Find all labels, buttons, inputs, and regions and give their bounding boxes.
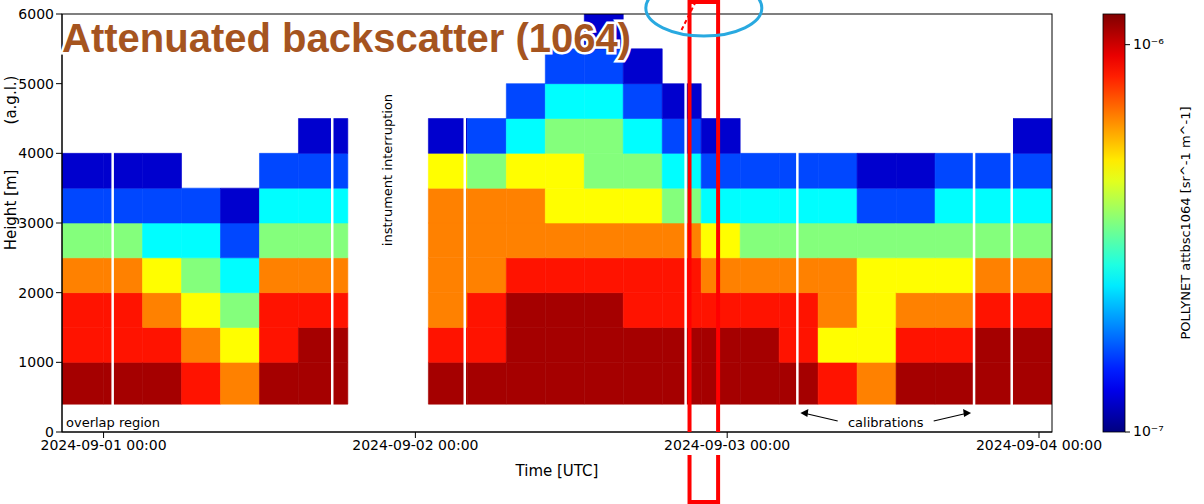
svg-text:Height [m]: Height [m]	[2, 170, 20, 251]
svg-text:instrument interruption: instrument interruption	[380, 94, 395, 246]
svg-text:10⁻⁶: 10⁻⁶	[1133, 36, 1164, 52]
svg-text:2024-09-01 00:00: 2024-09-01 00:00	[40, 437, 166, 453]
svg-text:2024-09-04 00:00: 2024-09-04 00:00	[976, 437, 1102, 453]
svg-text:Time [UTC]: Time [UTC]	[515, 462, 599, 480]
svg-text:0: 0	[45, 424, 54, 440]
svg-text:10⁻⁷: 10⁻⁷	[1133, 423, 1164, 439]
svg-text:(a.g.l.): (a.g.l.)	[2, 76, 20, 125]
svg-text:1000: 1000	[18, 354, 54, 370]
svg-text:4000: 4000	[18, 145, 54, 161]
svg-text:6000: 6000	[18, 6, 54, 22]
svg-text:5000: 5000	[18, 76, 54, 92]
svg-text:overlap region: overlap region	[66, 415, 160, 430]
svg-text:calibrations: calibrations	[848, 415, 924, 430]
svg-text:2024-09-03 00:00: 2024-09-03 00:00	[664, 437, 790, 453]
svg-text:Attenuated backscatter (1064): Attenuated backscatter (1064)	[62, 16, 631, 60]
svg-text:2024-09-02 00:00: 2024-09-02 00:00	[352, 437, 478, 453]
svg-text:2000: 2000	[18, 285, 54, 301]
svg-text:POLLYNET attbsc1064 [sr^-1 m^-: POLLYNET attbsc1064 [sr^-1 m^-1]	[1178, 106, 1193, 339]
svg-text:3000: 3000	[18, 215, 54, 231]
